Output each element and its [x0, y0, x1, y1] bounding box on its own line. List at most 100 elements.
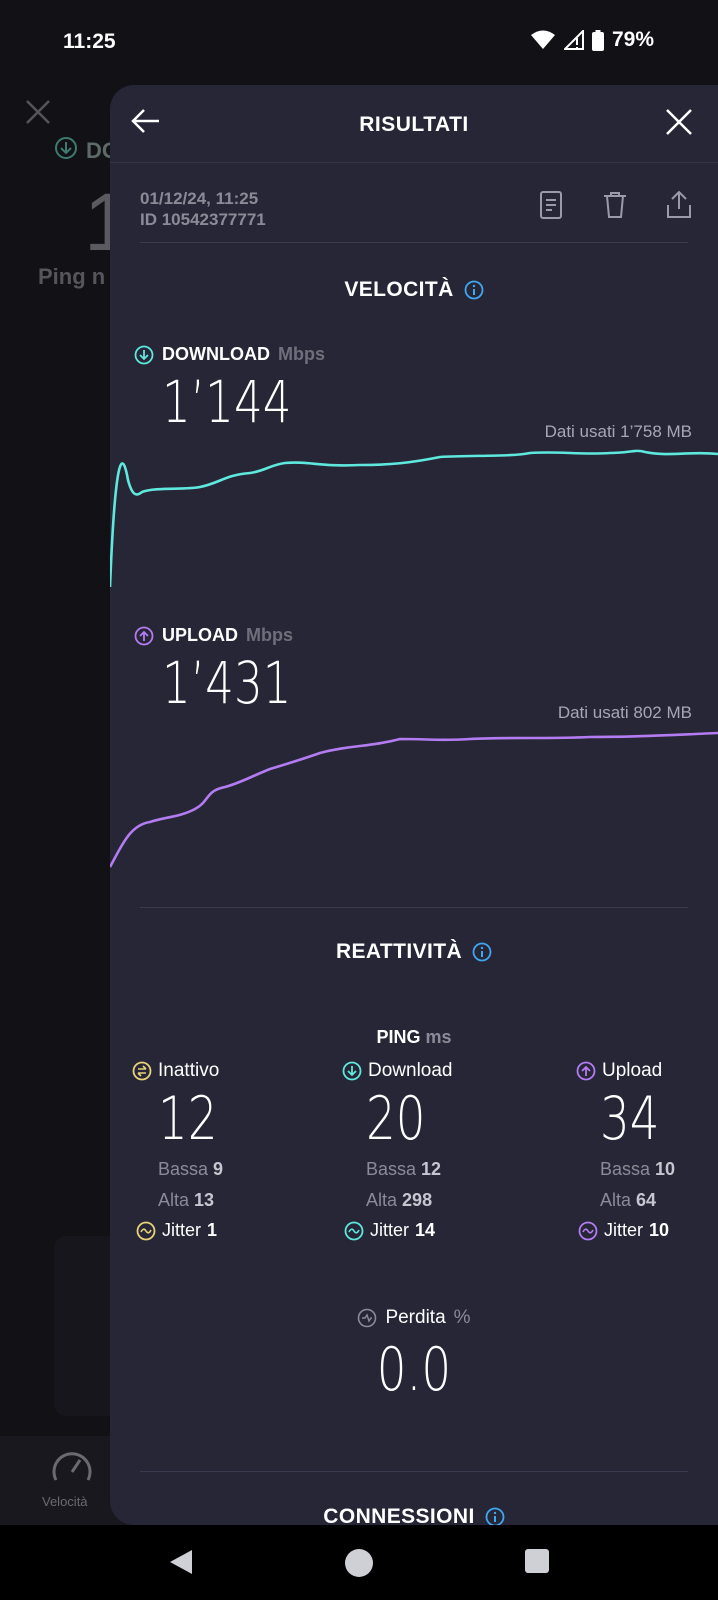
upload-icon: [134, 626, 154, 645]
ping-download-value: 20: [366, 1084, 426, 1154]
upload-line: [110, 731, 718, 868]
jitter-label: Jitter: [162, 1220, 202, 1240]
ping-download-low: Bassa 12: [366, 1154, 522, 1185]
reactivity-title-text: REATTIVITÀ: [335, 940, 463, 963]
ping-idle-jitter: Jitter 1: [136, 1220, 312, 1241]
jitter-icon: [578, 1221, 598, 1240]
upload-unit: Mbps: [246, 625, 293, 645]
ping-upload-high-value: 64: [636, 1190, 657, 1210]
share-icon: [667, 190, 691, 218]
result-id: ID 10542377771: [140, 210, 266, 229]
ping-upload-low: Bassa 10: [600, 1154, 718, 1185]
download-line: [110, 449, 718, 588]
result-actions: [536, 189, 694, 221]
ping-idle-value: 12: [158, 1084, 218, 1154]
low-label: Bassa: [600, 1159, 651, 1179]
jitter-icon: [136, 1221, 156, 1240]
divider: [140, 242, 688, 243]
connections-title-text: CONNESSIONI: [323, 1505, 475, 1525]
upload-chart: [110, 731, 718, 868]
battery-icon: [591, 29, 604, 51]
packet-loss-icon: [358, 1308, 377, 1328]
download-icon: [342, 1061, 362, 1081]
details-button[interactable]: [536, 189, 566, 221]
connections-section-title: CONNESSIONI: [110, 1505, 718, 1525]
packet-loss-value: 0.0: [376, 1335, 452, 1405]
document-icon: [540, 191, 562, 219]
ping-upload-value: 34: [600, 1084, 660, 1154]
packet-loss: Perdita % 0.0: [110, 1307, 718, 1407]
ping-download-low-value: 12: [421, 1159, 442, 1179]
result-datetime: 01/12/24, 11:25: [140, 189, 259, 208]
ping-download-jitter-value: 14: [415, 1220, 436, 1240]
page-title: RISULTATI: [359, 113, 469, 136]
low-label: Bassa: [366, 1159, 417, 1179]
speed-title-text: VELOCITÀ: [344, 278, 454, 301]
download-data-used: Dati usati 1’758 MB: [544, 422, 692, 441]
packet-loss-label: Perdita: [385, 1307, 446, 1328]
upload-icon: [576, 1061, 596, 1081]
low-label: Bassa: [158, 1159, 209, 1179]
share-button[interactable]: [664, 189, 694, 221]
ping-idle-jitter-value: 1: [207, 1220, 218, 1240]
status-bar: 11:25 79%: [0, 0, 718, 86]
ping-header: PING ms: [110, 1027, 718, 1048]
ping-download-label: Download: [368, 1060, 453, 1081]
wifi-icon: [530, 30, 555, 49]
ping-column-download: Download 20 Bassa 12 Alta 298 Jitter 14: [342, 1060, 522, 1241]
close-icon: [26, 100, 50, 124]
status-icons: 79%: [530, 28, 654, 52]
back-triangle-icon[interactable]: [168, 1548, 194, 1576]
system-nav-bar: [0, 1525, 718, 1600]
ping-upload-label-row: Upload: [576, 1060, 718, 1082]
reactivity-section-title: REATTIVITÀ: [110, 940, 718, 964]
divider: [140, 1471, 688, 1472]
high-label: Alta: [600, 1190, 632, 1210]
high-label: Alta: [158, 1190, 190, 1210]
bg-nav-label: Velocità: [42, 1494, 88, 1509]
battery-percent: 79%: [611, 28, 654, 51]
info-icon[interactable]: [472, 942, 492, 962]
recents-square-icon[interactable]: [524, 1548, 550, 1574]
ping-upload-high: Alta 64: [600, 1185, 718, 1216]
download-unit: Mbps: [277, 344, 325, 364]
speed-section-title: VELOCITÀ: [110, 278, 718, 302]
sheet-header: RISULTATI: [110, 85, 718, 163]
results-sheet: RISULTATI 01/12/24, 11:25 ID 10542377771…: [110, 85, 718, 1525]
delete-button[interactable]: [600, 189, 630, 221]
status-time: 11:25: [63, 30, 116, 53]
download-icon: [134, 345, 154, 364]
upload-data-used: Dati usati 802 MB: [557, 703, 692, 722]
info-icon[interactable]: [464, 280, 484, 300]
signal-icon: [563, 30, 584, 50]
jitter-label: Jitter: [604, 1220, 644, 1240]
ping-idle-label: Inattivo: [158, 1060, 220, 1081]
ping-idle-label-row: Inattivo: [132, 1060, 312, 1082]
ping-idle-low: Bassa 9: [158, 1154, 312, 1185]
download-icon: [55, 137, 77, 159]
ping-column-idle: Inattivo 12 Bassa 9 Alta 13 Jitter 1: [132, 1060, 312, 1241]
ping-label: PING: [376, 1027, 421, 1047]
ping-unit: ms: [425, 1027, 452, 1047]
upload-value: 1’431: [162, 649, 292, 717]
ping-download-high: Alta 298: [366, 1185, 522, 1216]
download-chart: [110, 449, 718, 588]
ping-column-upload: Upload 34 Bassa 10 Alta 64 Jitter 10: [576, 1060, 718, 1241]
upload-label: UPLOAD: [162, 625, 238, 645]
close-icon[interactable]: [664, 107, 694, 137]
ping-upload-jitter: Jitter 10: [578, 1220, 718, 1241]
packet-loss-unit: %: [453, 1307, 471, 1328]
ping-upload-label: Upload: [602, 1060, 663, 1081]
download-label: DOWNLOAD: [162, 344, 270, 364]
ping-idle-low-value: 9: [213, 1159, 224, 1179]
trash-icon: [604, 192, 626, 218]
info-icon[interactable]: [485, 1507, 505, 1525]
home-circle-icon[interactable]: [344, 1548, 374, 1578]
ping-upload-low-value: 10: [655, 1159, 676, 1179]
ping-idle-high-value: 13: [194, 1190, 215, 1210]
back-arrow-icon[interactable]: [130, 105, 162, 137]
packet-loss-label-row: Perdita %: [357, 1307, 471, 1329]
divider: [140, 907, 688, 908]
high-label: Alta: [366, 1190, 398, 1210]
